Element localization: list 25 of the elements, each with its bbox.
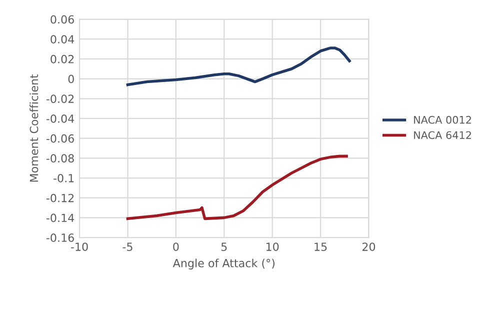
x-tick-label: 0 xyxy=(173,242,179,251)
legend-label: NACA 0012 xyxy=(414,116,471,124)
y-tick-label: -0.14 xyxy=(46,214,74,222)
y-tick-label: -0.12 xyxy=(46,194,74,202)
y-axis-title: Moment Coefficient xyxy=(30,74,38,182)
y-tick-label: 0.04 xyxy=(50,35,74,44)
line-series xyxy=(126,154,348,220)
y-tick-label: 0.02 xyxy=(50,54,74,64)
line-series xyxy=(126,46,351,86)
y-tick-label: 0.06 xyxy=(50,15,74,24)
y-tick-label: -0.08 xyxy=(46,154,74,163)
x-tick-label: 5 xyxy=(221,242,227,251)
y-tick-label: -0.02 xyxy=(46,94,74,104)
x-tick-label: -5 xyxy=(122,242,132,251)
y-tick-label: -0.16 xyxy=(46,234,74,242)
legend-label: NACA 6412 xyxy=(414,131,471,140)
x-tick-label: 10 xyxy=(266,242,279,251)
y-tick-label: -0.04 xyxy=(46,114,74,123)
x-tick-label: 15 xyxy=(314,242,327,251)
x-tick-label: 20 xyxy=(362,242,376,251)
y-tick-label: -0.1 xyxy=(54,174,74,182)
x-axis-title: Angle of Attack (°) xyxy=(172,258,274,270)
x-tick-label: -10 xyxy=(71,242,88,251)
y-tick-label: 0 xyxy=(68,74,74,84)
y-tick-label: -0.06 xyxy=(46,134,74,143)
